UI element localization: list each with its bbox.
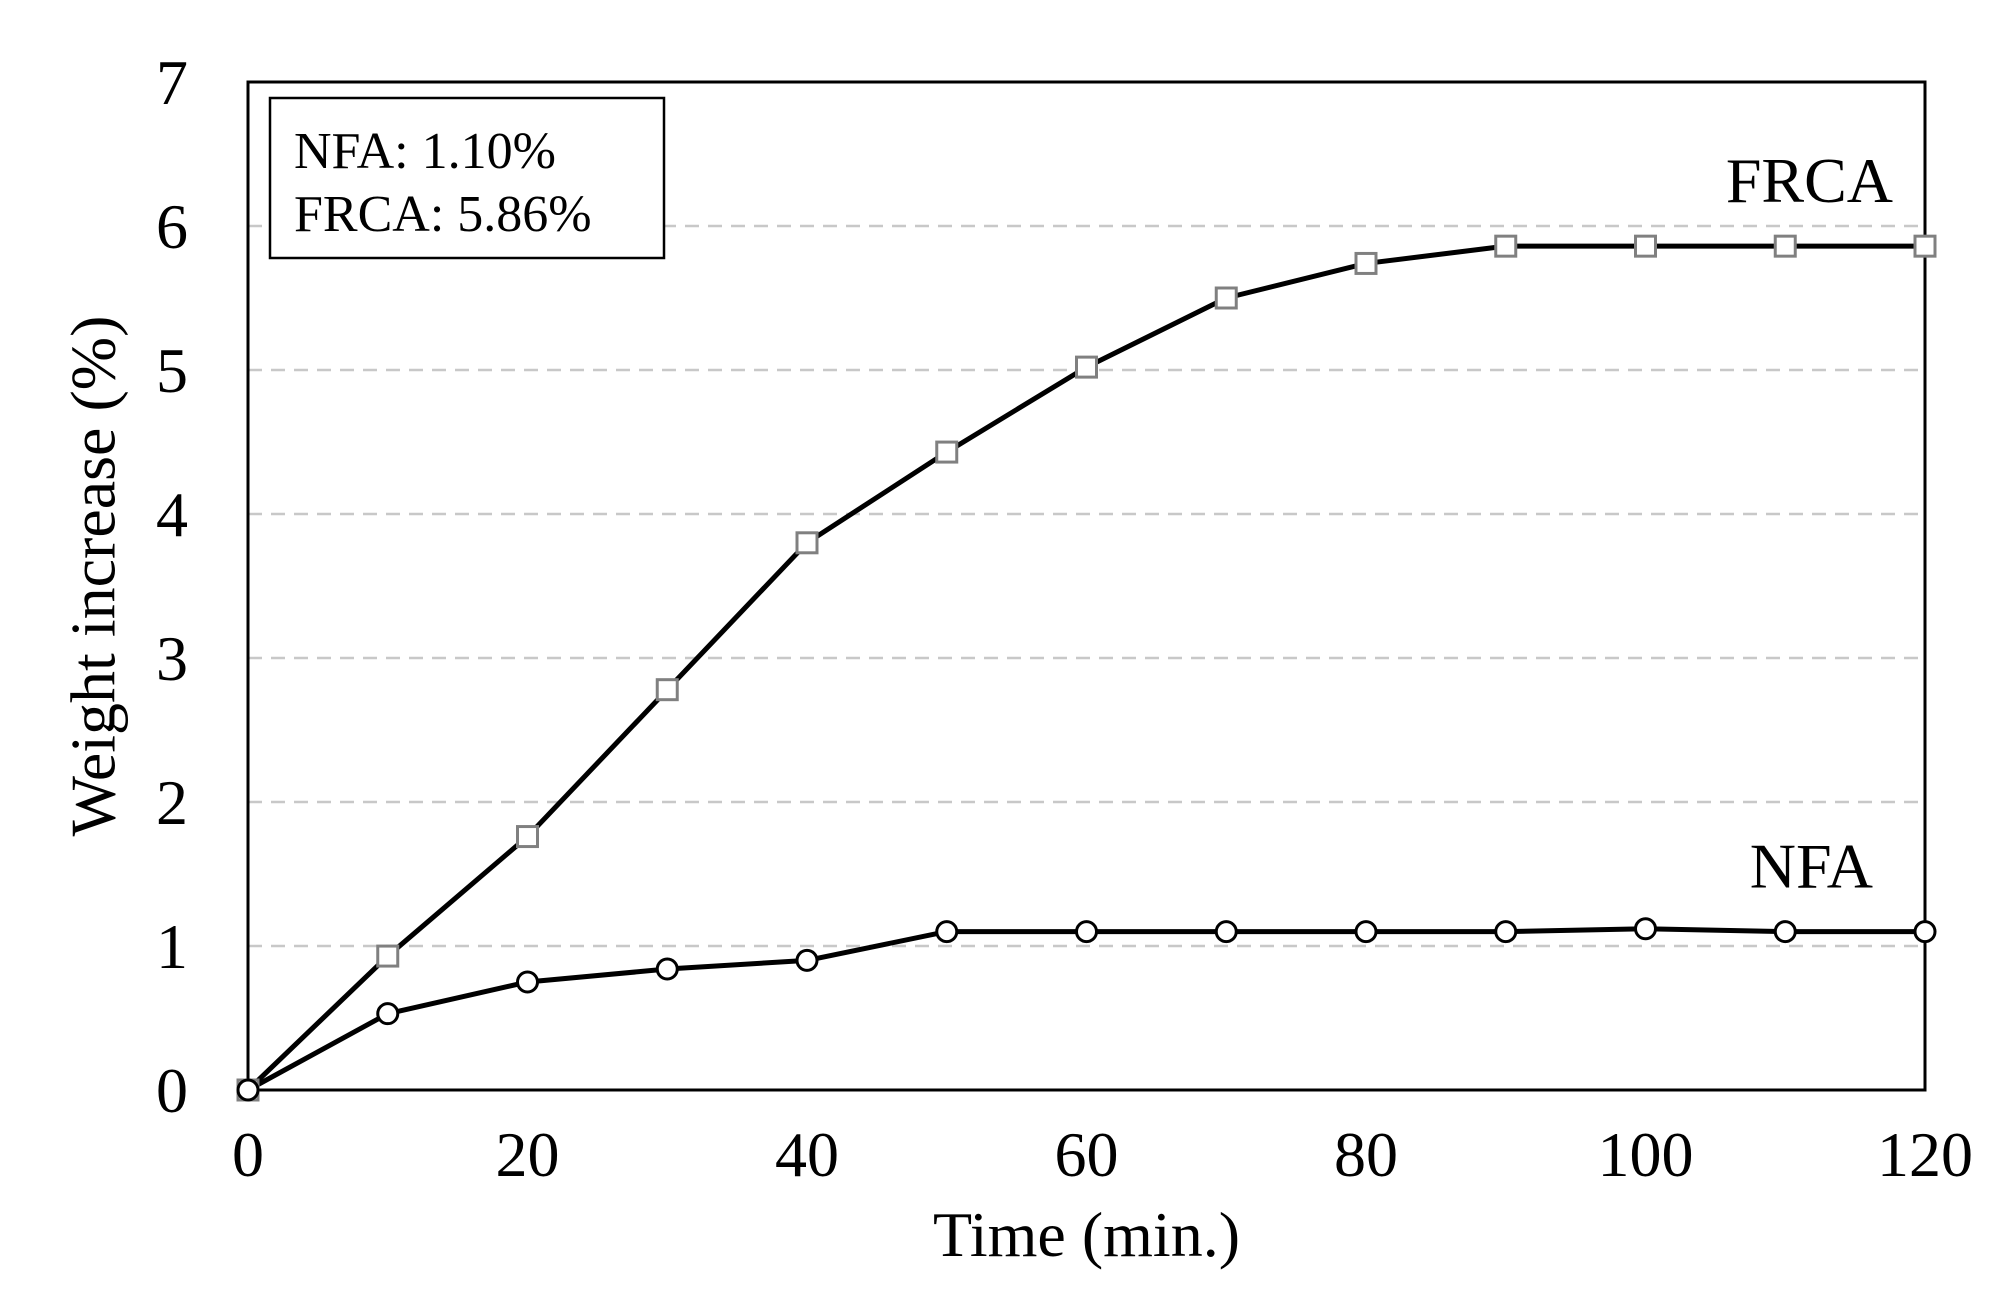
marker-frca-point	[1913, 234, 1937, 258]
y-tick-label: 5	[156, 335, 188, 406]
x-tick-label: 100	[1598, 1119, 1694, 1190]
plot-area-frame	[246, 80, 1927, 1092]
y-axis-ticks: 0 1 2 3 4 5 6 7	[156, 47, 188, 1126]
data-markers	[236, 234, 1937, 1102]
marker-frca-point	[1354, 251, 1378, 275]
marker-nfa-point	[376, 1002, 400, 1026]
annotation-frca-text: FRCA: 5.86%	[294, 186, 592, 243]
x-tick-label: 40	[775, 1119, 839, 1190]
marker-frca-point	[1494, 234, 1518, 258]
series-label-frca: FRCA	[1726, 145, 1893, 216]
annotation-box-border	[268, 96, 666, 260]
marker-frca-point	[1634, 234, 1657, 258]
marker-nfa-point	[1494, 920, 1518, 944]
y-tick-label: 6	[156, 191, 188, 262]
annotation-box: NFA: 1.10% FRCA: 5.86%	[268, 96, 666, 260]
marker-frca-point	[935, 440, 959, 464]
marker-frca-point	[655, 678, 679, 702]
marker-nfa-point	[795, 948, 819, 972]
marker-nfa-point	[655, 957, 679, 981]
x-tick-label: 0	[232, 1119, 264, 1190]
marker-frca-point	[1075, 355, 1098, 379]
marker-frca-point	[376, 944, 400, 968]
annotation-nfa-text: NFA: 1.10%	[294, 123, 556, 180]
series-label-nfa: NFA	[1750, 831, 1873, 902]
marker-frca-point	[516, 825, 539, 849]
marker-nfa-point	[516, 970, 539, 994]
marker-nfa-point	[1913, 920, 1937, 944]
marker-nfa-point	[1075, 920, 1098, 944]
marker-nfa-point	[1773, 920, 1797, 944]
marker-nfa-point	[1634, 917, 1657, 941]
marker-nfa-point	[236, 1078, 260, 1102]
y-tick-label: 2	[156, 767, 188, 838]
marker-frca-point	[1773, 234, 1797, 258]
x-axis-title: Time (min.)	[933, 1199, 1240, 1270]
y-tick-label: 4	[156, 479, 188, 550]
x-tick-label: 120	[1877, 1119, 1973, 1190]
x-tick-label: 20	[496, 1119, 560, 1190]
x-axis-ticks: 0 20 40 60 80 100 120	[232, 1119, 1973, 1190]
y-tick-label: 3	[156, 623, 188, 694]
y-tick-label: 0	[156, 1055, 188, 1126]
y-axis-title: Weight increase (%)	[58, 316, 129, 837]
x-tick-label: 60	[1055, 1119, 1119, 1190]
marker-frca-point	[1214, 286, 1238, 310]
marker-nfa-point	[935, 920, 959, 944]
x-tick-label: 80	[1334, 1119, 1398, 1190]
gridlines	[248, 224, 1925, 948]
marker-frca-point	[795, 531, 819, 555]
marker-nfa-point	[1354, 920, 1378, 944]
y-tick-label: 1	[156, 911, 188, 982]
series-line-nfa	[246, 926, 1925, 1093]
y-tick-label: 7	[156, 47, 188, 118]
marker-nfa-point	[1214, 920, 1238, 944]
